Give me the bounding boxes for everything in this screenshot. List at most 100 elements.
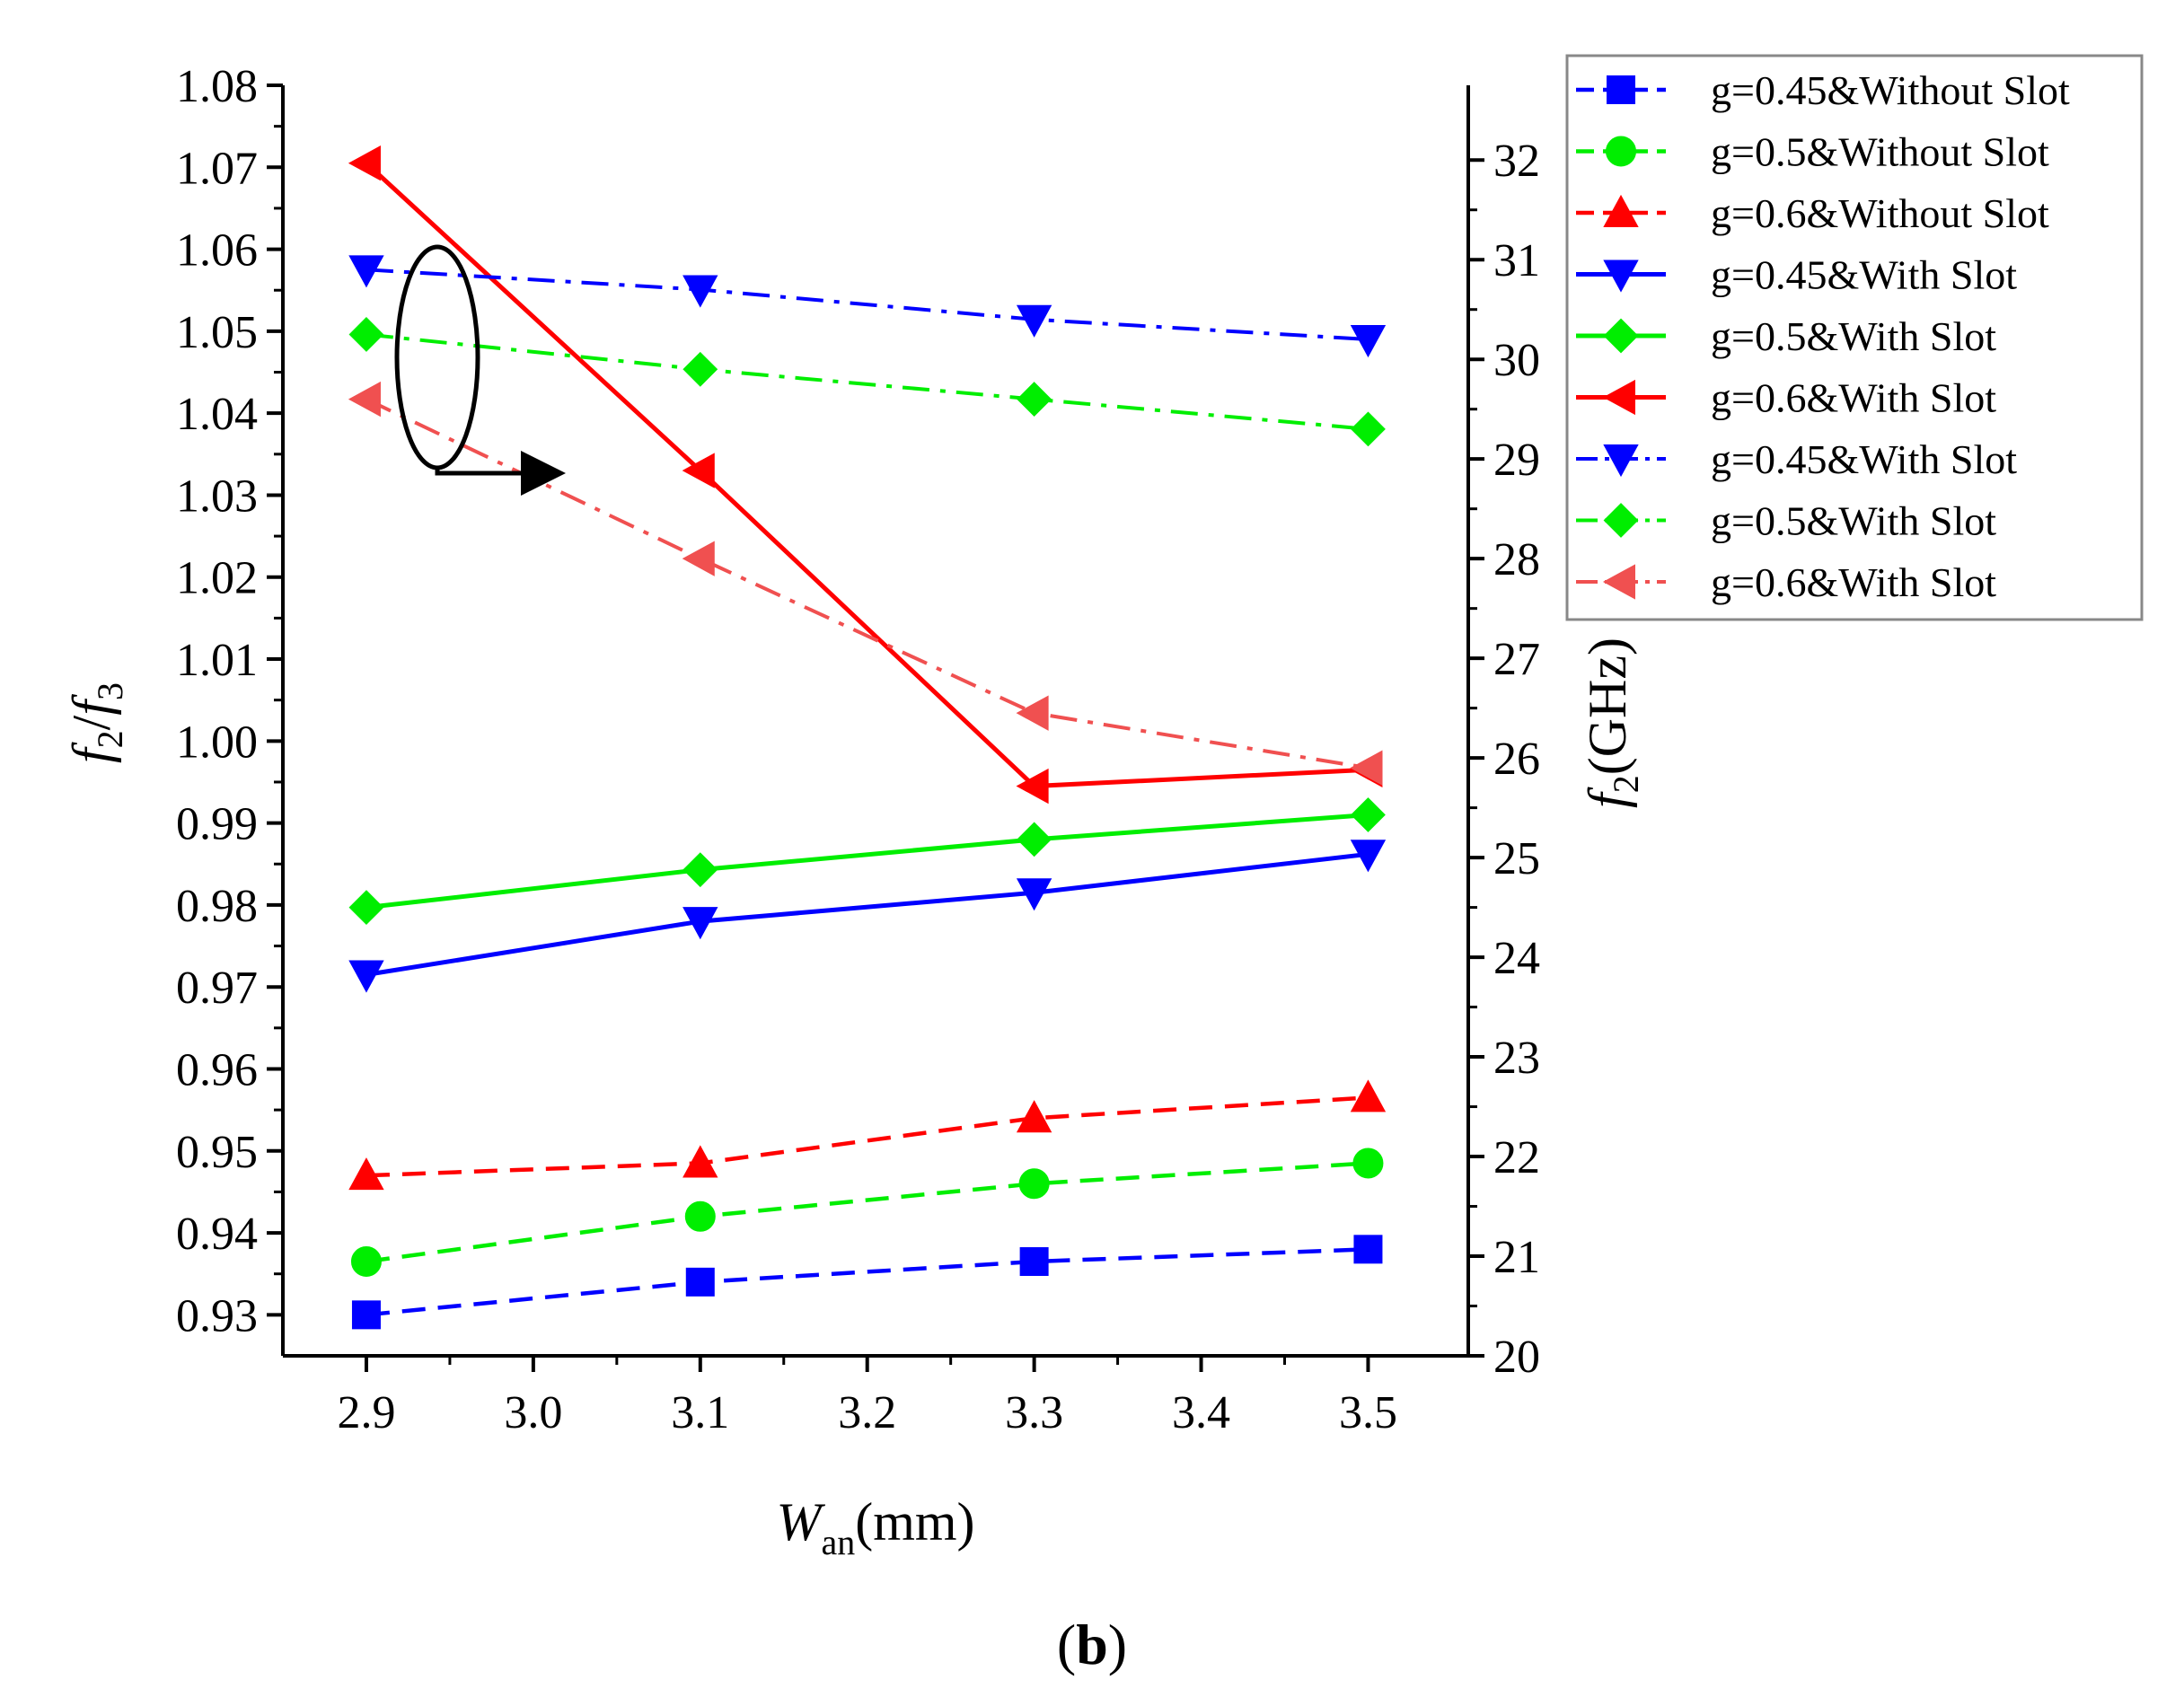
legend-label: g=0.6&Without Slot — [1711, 190, 2049, 236]
y-left-tick-label: 1.03 — [176, 470, 258, 522]
y-left-tick-label: 0.97 — [176, 963, 258, 1014]
data-point — [348, 145, 381, 181]
data-point — [348, 381, 381, 418]
legend-marker — [1603, 318, 1639, 354]
legend-item: g=0.45&Without Slot — [1576, 67, 2070, 113]
data-point — [1018, 1168, 1050, 1200]
y-right-tick-label: 27 — [1493, 634, 1540, 685]
legend-label: g=0.45&Without Slot — [1711, 67, 2070, 113]
x-tick-label: 3.0 — [504, 1387, 562, 1438]
data-point — [1351, 411, 1386, 447]
series-8 — [348, 381, 1383, 786]
x-tick-label: 3.1 — [671, 1387, 729, 1438]
data-point — [348, 255, 384, 288]
data-point — [682, 541, 715, 576]
x-tick-label: 3.3 — [1005, 1387, 1063, 1438]
legend-item: g=0.6&With Slot — [1576, 559, 1996, 605]
data-point — [685, 1267, 715, 1297]
y-left-tick-label: 1.08 — [176, 61, 258, 112]
data-point — [348, 890, 384, 926]
y-left-tick-label: 0.98 — [176, 881, 258, 932]
data-point — [1353, 1235, 1383, 1264]
legend-marker — [1603, 194, 1639, 227]
series-line — [365, 161, 1369, 789]
legend-label: g=0.5&With Slot — [1711, 498, 1996, 544]
y-right-tick-label: 25 — [1493, 833, 1540, 884]
series-line — [365, 397, 1369, 770]
series-7 — [348, 317, 1386, 447]
x-ticks: 2.9 3.0 3.1 3.2 3.3 3.4 3.5 — [337, 1356, 1397, 1438]
legend-item: g=0.45&With Slot — [1576, 252, 2017, 298]
x-tick-label: 3.4 — [1172, 1387, 1230, 1438]
y-axis-right-title: f2(GHz) — [1578, 638, 1646, 808]
y-right-tick-label: 21 — [1493, 1232, 1540, 1283]
data-point — [1017, 822, 1052, 857]
y-left-tick-label: 1.07 — [176, 143, 258, 194]
legend-item: g=0.6&Without Slot — [1576, 190, 2049, 236]
data-point — [1016, 1100, 1052, 1133]
x-tick-label: 2.9 — [337, 1387, 395, 1438]
y-left-tick-label: 1.01 — [176, 635, 258, 686]
legend-label: g=0.45&With Slot — [1711, 252, 2017, 298]
data-point — [682, 275, 718, 308]
legend-marker — [1602, 379, 1635, 416]
y-left-tick-label: 0.96 — [176, 1044, 258, 1095]
series-line — [365, 1161, 1369, 1264]
data-point — [682, 907, 718, 940]
legend-label: g=0.5&Without Slot — [1711, 129, 2049, 175]
legend-label: g=0.6&With Slot — [1711, 375, 1996, 421]
data-point — [1019, 1247, 1049, 1277]
x-axis-title: Wan(mm) — [776, 1492, 974, 1562]
x-tick-label: 3.2 — [838, 1387, 896, 1438]
series-line — [365, 812, 1369, 910]
y-axis-left-title: f2/f3 — [62, 682, 130, 763]
legend-marker — [1603, 444, 1639, 478]
y-ticks-right: 20 21 22 23 24 25 26 27 28 29 30 31 32 — [1468, 136, 1540, 1383]
y-right-tick-label: 31 — [1493, 235, 1540, 286]
data-point — [348, 960, 384, 993]
series-line — [365, 851, 1369, 977]
data-point — [1350, 325, 1387, 358]
data-point — [1350, 1079, 1387, 1112]
panel-label: (b) — [1057, 1613, 1127, 1676]
y-right-tick-label: 30 — [1493, 335, 1540, 386]
series-2 — [348, 1079, 1387, 1191]
data-point — [1016, 304, 1052, 338]
series-line — [365, 1247, 1369, 1317]
series-3 — [348, 840, 1387, 993]
legend-label: g=0.6&With Slot — [1711, 559, 1996, 605]
y-right-tick-label: 28 — [1493, 534, 1540, 585]
y-right-tick-label: 22 — [1493, 1132, 1540, 1183]
y-left-tick-label: 1.02 — [176, 553, 258, 604]
data-point — [1016, 768, 1049, 805]
legend-marker — [1606, 136, 1636, 167]
y-right-tick-label: 26 — [1493, 734, 1540, 785]
series-4 — [348, 797, 1386, 926]
legend-item: g=0.5&With Slot — [1576, 498, 1996, 544]
legend-marker — [1603, 503, 1639, 538]
y-right-tick-label: 24 — [1493, 933, 1540, 984]
data-point — [682, 351, 718, 387]
data-point — [1350, 750, 1383, 786]
legend-marker — [1603, 259, 1639, 293]
data-point — [682, 852, 718, 888]
y-right-tick-label: 32 — [1493, 136, 1540, 187]
legend-item: g=0.6&With Slot — [1576, 375, 1996, 421]
data-point — [1016, 878, 1052, 911]
data-point — [682, 1145, 718, 1178]
legend-label: g=0.45&With Slot — [1711, 436, 2017, 482]
y-left-tick-label: 1.00 — [176, 717, 258, 768]
y-left-tick-label: 1.04 — [176, 389, 258, 440]
y-left-tick-label: 0.94 — [176, 1209, 258, 1260]
y-left-tick-label: 0.95 — [176, 1127, 258, 1178]
series-1 — [350, 1148, 1384, 1278]
series-line — [365, 1095, 1369, 1178]
legend-marker — [1607, 75, 1635, 104]
legend-marker — [1602, 564, 1635, 600]
x-tick-label: 3.5 — [1339, 1387, 1397, 1438]
series-line — [365, 332, 1369, 431]
legend-item: g=0.5&With Slot — [1576, 313, 1996, 359]
series-0 — [351, 1235, 1383, 1330]
data-point — [348, 317, 384, 352]
